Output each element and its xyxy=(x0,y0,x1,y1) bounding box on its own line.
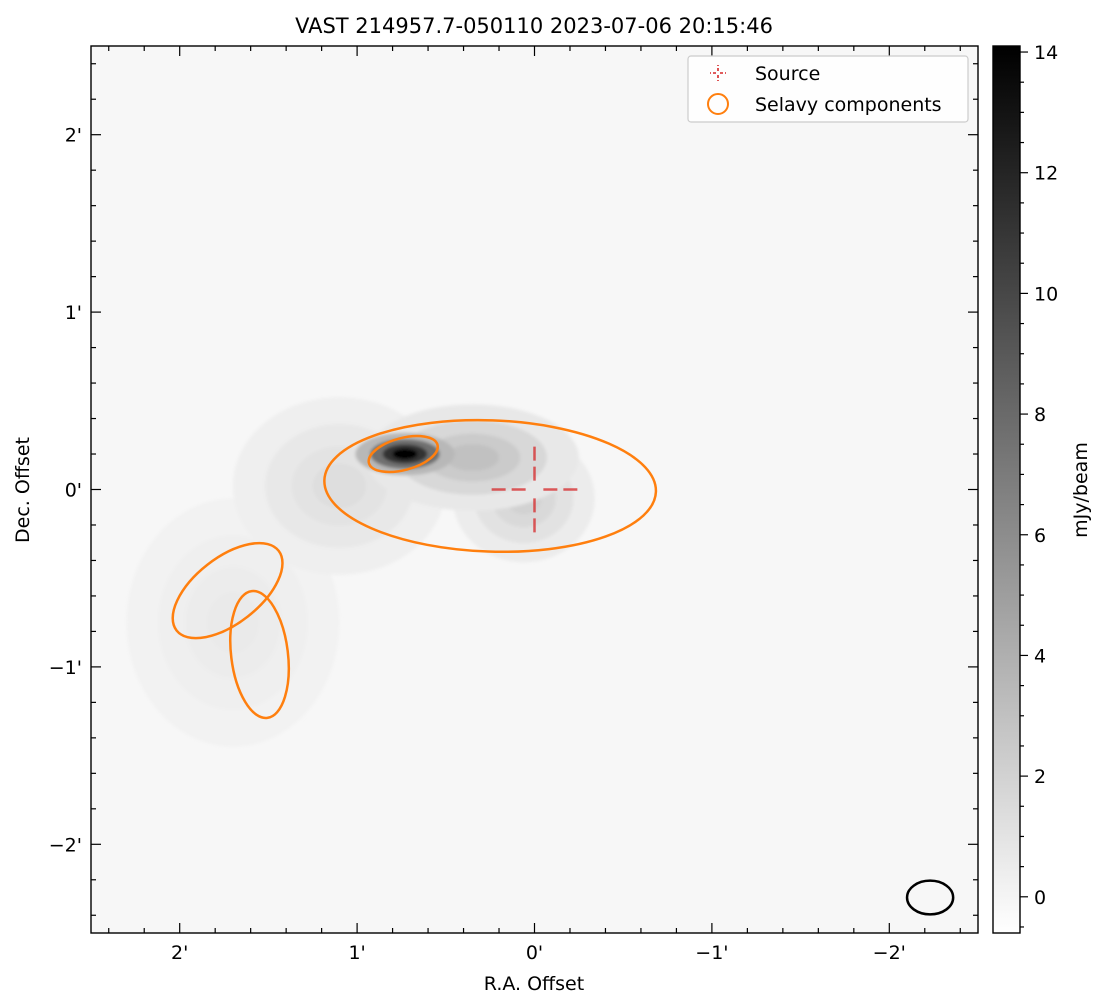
legend-box xyxy=(687,55,969,123)
legend-source-marker xyxy=(710,65,726,81)
figure-title: VAST 214957.7-050110 2023-07-06 20:15:46 xyxy=(295,14,773,38)
colorbar-tick-label: 12 xyxy=(1034,163,1058,185)
plot-frame xyxy=(90,45,979,934)
legend-component-marker xyxy=(707,93,729,115)
beam-ellipse xyxy=(905,879,955,916)
legend-component-label: Selavy components xyxy=(755,94,942,116)
y-tick-label: −1' xyxy=(49,657,82,679)
emission-blob xyxy=(445,444,500,471)
selavy-component-ellipse xyxy=(229,589,291,720)
image-panel: 2' 1' 0' −1' −2' 2' 1' 0' −1' −2' xyxy=(49,45,979,964)
x-axis-ticks: 2' 1' 0' −1' −2' xyxy=(108,46,961,964)
x-tick-label: −2' xyxy=(873,942,906,964)
selavy-component-ellipse xyxy=(171,541,284,640)
colorbar-tick-label: 8 xyxy=(1034,404,1046,426)
y-tick-label: 2' xyxy=(65,125,82,147)
y-axis-ticks: 2' 1' 0' −1' −2' xyxy=(49,63,978,916)
x-tick-label: 0' xyxy=(526,942,543,964)
source-crosshair xyxy=(490,445,579,534)
colorbar-tick-label: 6 xyxy=(1034,525,1046,547)
colorbar-tick-label: 0 xyxy=(1034,887,1046,909)
colorbar-tick-label: 4 xyxy=(1034,645,1046,667)
colorbar-tick-label: 2 xyxy=(1034,766,1046,788)
x-tick-label: −1' xyxy=(695,942,728,964)
colorbar: 0 2 4 6 8 10 12 14 mJy/beam xyxy=(992,42,1092,934)
emission-blob xyxy=(312,463,366,509)
y-axis-label: Dec. Offset xyxy=(12,437,34,543)
emission-layer xyxy=(126,397,595,747)
x-tick-label: 2' xyxy=(171,942,188,964)
colorbar-tick-label: 14 xyxy=(1034,42,1058,64)
legend: Source Selavy components xyxy=(687,55,969,123)
selavy-component-ellipse xyxy=(367,434,439,474)
y-tick-label: 1' xyxy=(65,302,82,324)
colorbar-ticks: 0 2 4 6 8 10 12 14 xyxy=(1020,42,1058,928)
y-tick-label: 0' xyxy=(65,480,82,502)
selavy-component-ellipse xyxy=(323,418,658,554)
y-tick-label: −2' xyxy=(49,834,82,856)
colorbar-gradient xyxy=(992,45,1021,934)
colorbar-tick-label: 10 xyxy=(1034,283,1058,305)
selavy-components xyxy=(171,418,658,720)
x-tick-label: 1' xyxy=(348,942,365,964)
colorbar-label: mJy/beam xyxy=(1070,442,1092,538)
beam-shape xyxy=(905,879,955,916)
emission-blob xyxy=(392,448,418,460)
legend-source-label: Source xyxy=(755,63,820,85)
x-axis-label: R.A. Offset xyxy=(484,973,584,995)
